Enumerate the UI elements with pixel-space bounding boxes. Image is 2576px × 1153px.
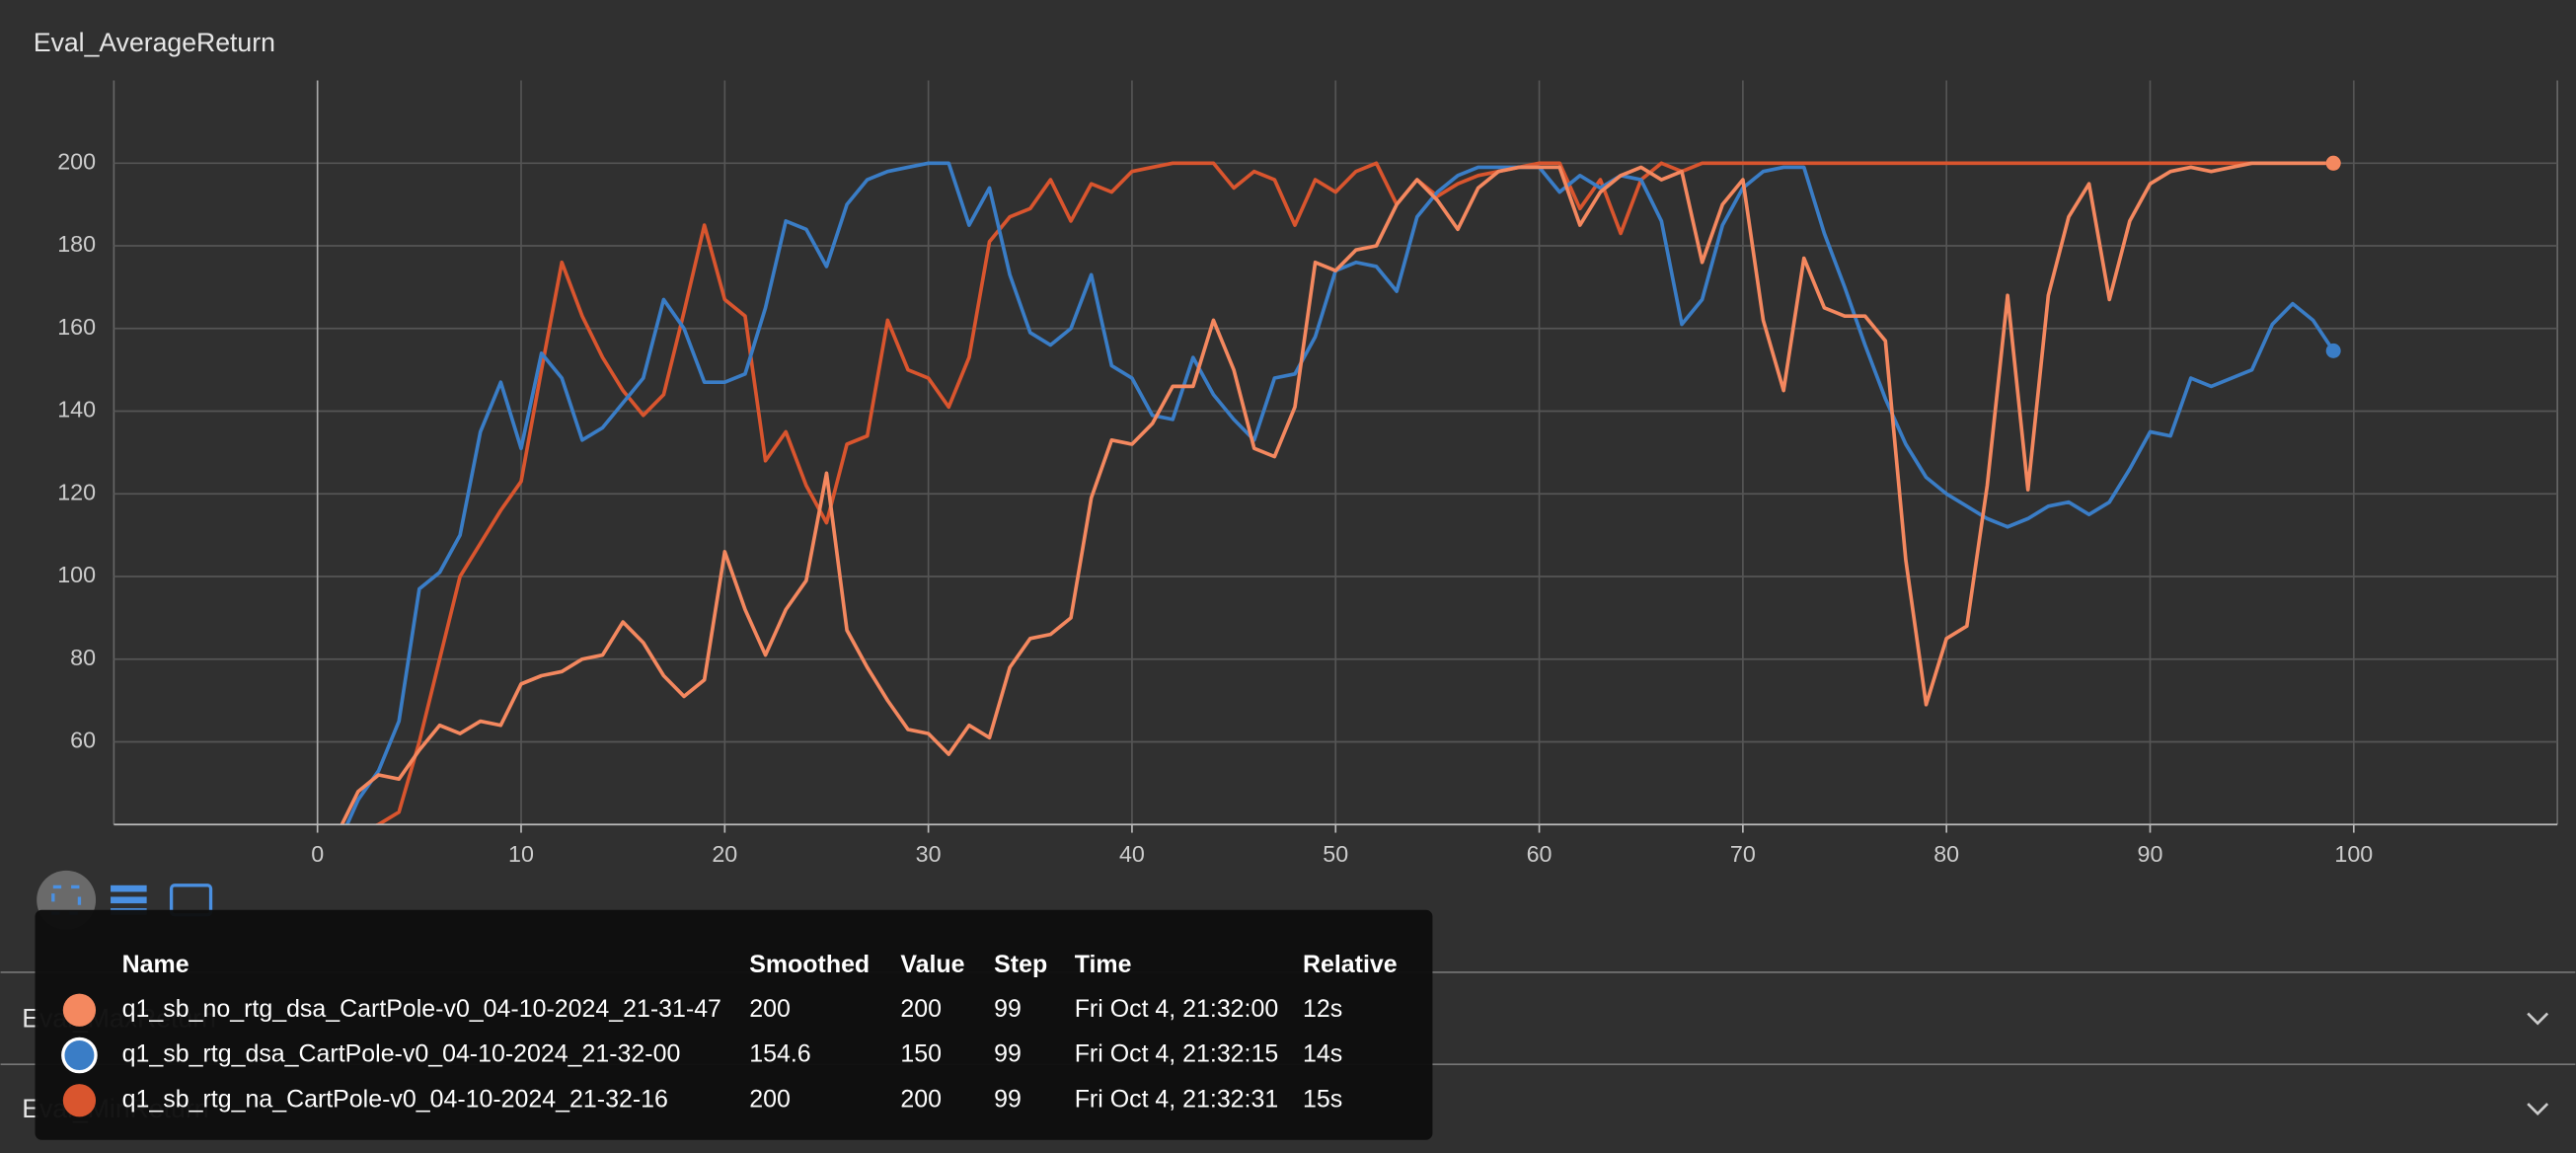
y-tick-label: 160 [57,314,96,340]
cell: q1_sb_no_rtg_dsa_CartPole-v0_04-10-2024_… [122,995,721,1023]
cell: 200 [900,1085,942,1113]
cell: 154.6 [749,1040,810,1068]
series-swatch [61,1037,98,1074]
column-header: Smoothed [749,951,870,978]
cell: 150 [900,1040,942,1068]
cell: q1_sb_rtg_dsa_CartPole-v0_04-10-2024_21-… [122,1040,681,1068]
x-tick-label: 90 [2138,841,2163,867]
end-dot [2325,343,2341,358]
series-swatch [62,1084,97,1117]
series-line [344,161,2335,825]
cell: 99 [994,1085,1022,1113]
cell: q1_sb_rtg_na_CartPole-v0_04-10-2024_21-3… [122,1085,668,1113]
x-tick-label: 60 [1527,841,1553,867]
cell: 15s [1303,1085,1342,1113]
y-tick-label: 200 [57,148,96,174]
cell: 99 [994,1040,1022,1068]
legend-tooltip [35,909,1433,1140]
y-tick-label: 80 [70,645,96,670]
x-tick-label: 100 [2334,841,2373,867]
x-tick-label: 0 [311,841,324,867]
cell: 99 [994,995,1022,1023]
grid: 60 80 100 120 140 160 180 200 0 10 20 30 40 50 60 70 80 9… [57,80,2558,867]
cell: Fri Oct 4, 21:32:31 [1075,1085,1279,1113]
cell: 200 [749,1085,791,1113]
cell: Fri Oct 4, 21:32:00 [1075,995,1279,1023]
expand-icon[interactable] [2527,1012,2549,1026]
series-line [340,161,2334,825]
x-tick-label: 20 [712,841,737,867]
cell: 12s [1303,995,1342,1023]
column-header: Time [1075,951,1132,978]
column-header: Relative [1303,951,1398,978]
chart-title: Eval_AverageReturn [34,28,275,57]
x-tick-label: 40 [1119,841,1145,867]
y-tick-label: 140 [57,397,96,423]
column-header: Value [900,951,964,978]
cell: 14s [1303,1040,1342,1068]
fit-icon [51,884,82,915]
x-tick-label: 30 [916,841,942,867]
series-line [373,161,2334,825]
y-tick-label: 100 [57,562,96,587]
legend-table: Name Smoothed Value Step Time Relative q1_sb_n… [61,951,1398,1117]
expand-icon[interactable] [2527,1103,2549,1115]
cell: 200 [749,995,791,1023]
y-tick-label: 120 [57,479,96,504]
cell: 200 [900,995,942,1023]
y-tick-label: 180 [57,231,96,257]
series-swatch [62,993,97,1027]
x-tick-label: 80 [1933,841,1959,867]
cell: Fri Oct 4, 21:32:15 [1075,1040,1279,1068]
x-tick-label: 10 [508,841,534,867]
column-header: Step [994,951,1047,978]
x-tick-label: 50 [1323,841,1348,867]
x-tick-label: 70 [1730,841,1756,867]
end-dot [2325,155,2341,171]
plot-lines [340,161,2335,825]
column-header: Name [122,951,189,978]
y-tick-label: 60 [70,728,96,753]
